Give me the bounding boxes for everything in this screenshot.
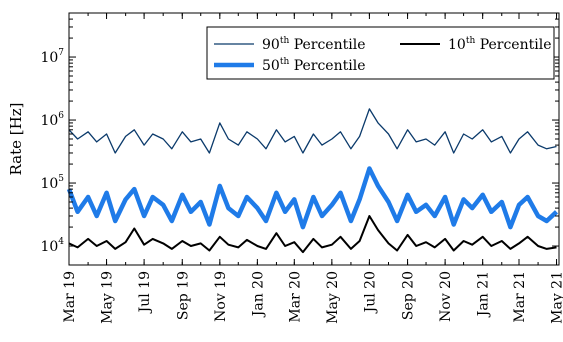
plot-lines <box>66 108 559 254</box>
x-tick-label-2: Jul 19 <box>137 271 153 314</box>
plot-frame <box>68 12 560 266</box>
y-tick-label-2: 106 <box>40 111 64 129</box>
x-tick-label-4: Nov 19 <box>213 271 229 322</box>
series-line-0 <box>68 108 557 154</box>
x-tick-label-5: Jan 20 <box>250 271 266 318</box>
x-tick-label-11: Jan 21 <box>476 271 492 318</box>
legend: 90th Percentile 50th Percentile 10th Perce… <box>206 26 555 80</box>
x-tick-label-0: Mar 19 <box>62 271 78 323</box>
y-tick-label-0: 104 <box>40 237 64 255</box>
y-tick-label-1: 105 <box>40 174 64 192</box>
legend-label-1: 50th Percentile <box>262 57 365 74</box>
y-axis-title: Rate [Hz] <box>7 103 25 176</box>
legend-box <box>206 26 555 80</box>
series-line-1 <box>66 166 559 230</box>
x-tick-label-12: Mar 21 <box>512 271 528 323</box>
x-axis: Mar 19 May 19 Jul 19 Sep 19 Nov 19 Jan 20 Mar … <box>62 13 563 324</box>
y-tick-label-3: 107 <box>40 48 64 66</box>
x-tick-label-7: May 20 <box>325 271 341 324</box>
x-tick-label-10: Nov 20 <box>438 271 454 322</box>
x-tick-label-1: May 19 <box>100 271 116 324</box>
series-line-2 <box>68 215 557 254</box>
x-tick-label-9: Sep 20 <box>401 271 417 320</box>
x-tick-label-13: May 21 <box>550 271 563 324</box>
x-tick-label-8: Jul 20 <box>362 271 378 314</box>
x-tick-label-6: Mar 20 <box>287 271 303 323</box>
legend-label-2: 10th Percentile <box>448 36 551 53</box>
y-axis: 104 105 106 107 <box>40 12 559 255</box>
legend-label-0: 90th Percentile <box>262 36 365 53</box>
x-tick-label-3: Sep 19 <box>175 271 191 320</box>
